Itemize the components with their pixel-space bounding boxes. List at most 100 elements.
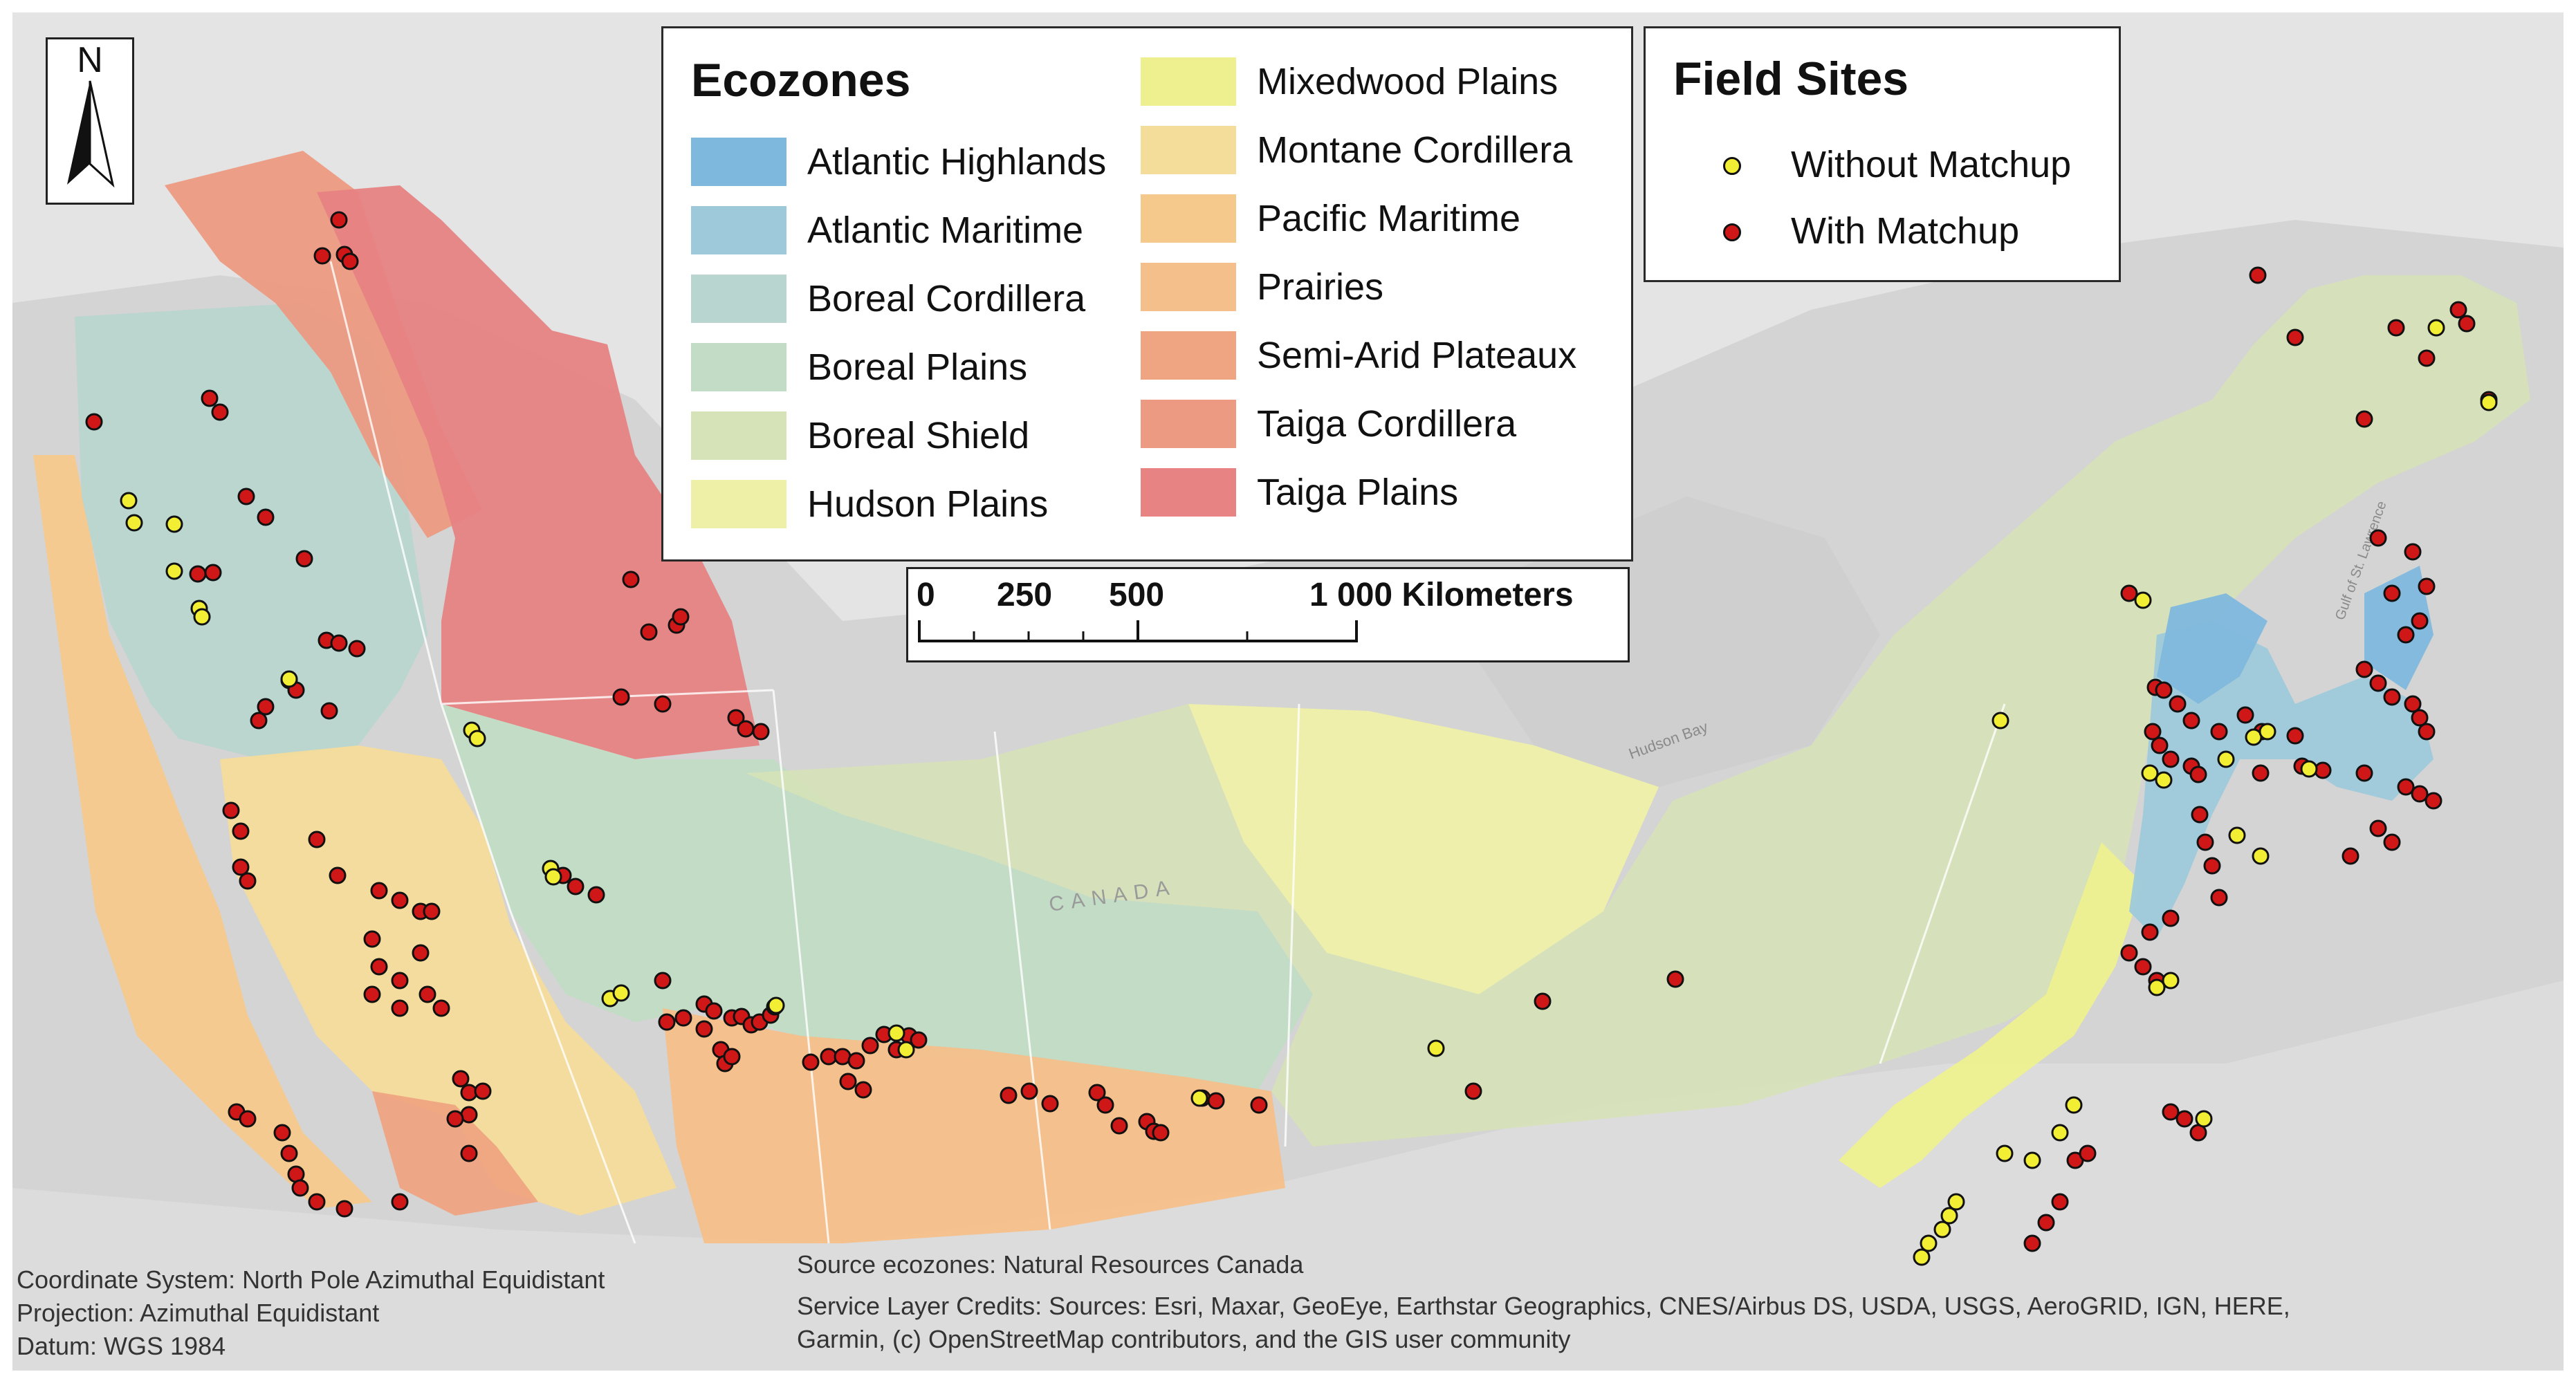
site-with-matchup <box>222 801 240 819</box>
map-frame: CANADA Hudson Bay Gulf of St. Lawrence N… <box>12 12 2564 1371</box>
site-with-matchup <box>2418 349 2436 367</box>
site-without-matchup <box>2065 1096 2083 1114</box>
ecozone-semi-arid-plateaux <box>372 1091 538 1216</box>
site-without-matchup <box>544 868 562 886</box>
site-with-matchup <box>432 999 450 1017</box>
site-without-matchup <box>2134 591 2152 609</box>
site-with-matchup <box>2196 833 2214 851</box>
scale-tick-0: 0 <box>917 577 935 613</box>
site-with-matchup <box>839 1073 857 1090</box>
site-with-matchup <box>2182 712 2200 730</box>
label-taiga-plains: Taiga Plains <box>1257 472 1459 513</box>
site-with-matchup <box>1464 1082 1482 1100</box>
site-with-matchup <box>2236 706 2254 724</box>
site-with-matchup <box>460 1144 478 1162</box>
site-with-matchup <box>2162 1103 2180 1121</box>
site-with-matchup <box>612 688 630 706</box>
site-with-matchup <box>2397 626 2415 644</box>
ecozone-montane-cordillera <box>220 745 677 1216</box>
site-with-matchup <box>2458 315 2476 333</box>
site-with-matchup <box>640 623 658 641</box>
site-with-matchup <box>2203 857 2221 875</box>
service-credit-line2: Garmin, (c) OpenStreetMap contributors, … <box>797 1325 1571 1353</box>
site-without-matchup <box>2427 319 2445 337</box>
site-with-matchup <box>854 1081 872 1099</box>
site-with-matchup <box>446 1110 464 1128</box>
site-without-matchup <box>2148 978 2166 996</box>
site-with-matchup <box>2355 764 2373 782</box>
site-with-matchup <box>348 640 366 658</box>
site-with-matchup <box>273 1124 291 1142</box>
site-without-matchup <box>193 608 211 626</box>
site-without-matchup <box>887 1024 905 1042</box>
site-with-matchup <box>291 1179 309 1197</box>
site-without-matchup <box>2141 764 2159 782</box>
site-without-matchup <box>2195 1110 2213 1128</box>
site-with-matchup <box>370 958 388 976</box>
label-boreal-plains: Boreal Plains <box>807 346 1028 388</box>
label-boreal-shield: Boreal Shield <box>807 415 1030 456</box>
site-without-matchup <box>1996 1144 2014 1162</box>
site-with-matchup <box>308 830 326 848</box>
site-with-matchup <box>391 999 409 1017</box>
site-with-matchup <box>622 570 640 588</box>
site-with-matchup <box>391 891 409 909</box>
site-with-matchup <box>654 695 672 713</box>
site-with-matchup <box>2355 660 2373 678</box>
ecozones-legend: Ecozones Atlantic Highlands Atlantic Mari… <box>661 26 1633 561</box>
site-with-matchup <box>363 930 381 948</box>
site-with-matchup <box>2252 764 2270 782</box>
site-without-matchup <box>2228 826 2246 844</box>
site-with-matchup <box>295 550 313 568</box>
site-with-matchup <box>1666 970 1684 988</box>
site-with-matchup <box>452 1070 470 1088</box>
site-with-matchup <box>727 709 745 727</box>
site-with-matchup <box>2369 529 2387 547</box>
site-with-matchup <box>2023 1234 2041 1252</box>
swatch-taiga-cordillera <box>1141 400 1236 448</box>
site-without-matchup <box>1991 712 2009 730</box>
ecozone-pacific-maritime <box>33 455 372 1209</box>
swatch-mixedwood-plains <box>1141 57 1236 106</box>
site-with-matchup <box>2404 543 2422 561</box>
label-boreal-cordillera: Boreal Cordillera <box>807 278 1086 319</box>
site-with-matchup <box>2189 765 2207 783</box>
site-with-matchup <box>910 1031 928 1049</box>
site-with-matchup <box>2037 1214 2055 1232</box>
site-with-matchup <box>2286 328 2304 346</box>
site-with-matchup <box>654 972 672 990</box>
site-with-matchup <box>1534 992 1552 1010</box>
site-with-matchup <box>1088 1084 1106 1102</box>
label-montane-cordillera: Montane Cordillera <box>1257 129 1573 171</box>
swatch-hudson-plains <box>691 480 786 528</box>
site-with-matchup <box>2397 778 2415 796</box>
field-sites-layer <box>85 211 2498 1266</box>
site-with-matchup <box>391 972 409 990</box>
site-with-matchup <box>2418 723 2436 741</box>
site-with-matchup <box>2134 958 2152 976</box>
label-semi-arid-plateaux: Semi-Arid Plateaux <box>1257 335 1577 376</box>
province-boundaries <box>329 261 2006 1244</box>
ecozone-prairies <box>663 1008 1285 1243</box>
label-pacific-maritime: Pacific Maritime <box>1257 198 1521 239</box>
site-with-matchup <box>1152 1124 1170 1142</box>
site-with-matchup <box>1110 1117 1128 1135</box>
site-with-matchup <box>2051 1193 2069 1211</box>
label-atlantic-maritime: Atlantic Maritime <box>807 210 1084 251</box>
site-with-matchup <box>2355 410 2373 428</box>
site-with-matchup <box>2175 1110 2193 1128</box>
site-with-matchup <box>2191 806 2209 824</box>
site-with-matchup <box>2369 819 2387 837</box>
site-with-matchup <box>2383 833 2401 851</box>
ecozone-taiga-cordillera <box>165 151 483 538</box>
label-taiga-cordillera: Taiga Cordillera <box>1257 403 1517 445</box>
site-without-matchup <box>1940 1207 1958 1225</box>
with-matchup-symbol <box>1723 223 1741 241</box>
scale-bar: 0 250 500 1 000 Kilometers <box>906 567 1630 662</box>
site-with-matchup <box>2342 847 2359 865</box>
site-with-matchup <box>189 565 207 583</box>
scale-tick-500: 500 <box>1109 577 1165 613</box>
service-credit-line1: Service Layer Credits: Sources: Esri, Ma… <box>797 1292 2290 1320</box>
site-with-matchup <box>232 822 250 840</box>
swatch-prairies <box>1141 263 1236 311</box>
